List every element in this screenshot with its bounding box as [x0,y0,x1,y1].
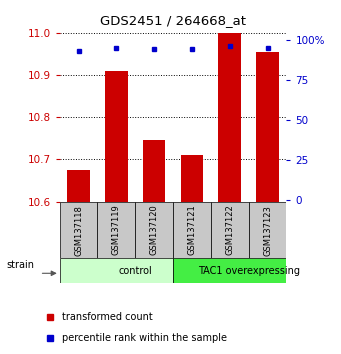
Text: GSM137119: GSM137119 [112,205,121,256]
Bar [249,202,286,258]
Title: GDS2451 / 264668_at: GDS2451 / 264668_at [100,14,246,27]
Text: GSM137118: GSM137118 [74,205,83,256]
Text: GSM137120: GSM137120 [150,205,159,256]
Bar [98,202,135,258]
Bar [256,52,279,202]
Bar [173,202,211,258]
Text: TAC1 overexpressing: TAC1 overexpressing [198,266,300,276]
Bar [60,258,173,283]
Bar [105,71,128,202]
Bar [67,170,90,202]
Bar [60,202,98,258]
Bar [211,202,249,258]
Text: control: control [118,266,152,276]
Bar [219,33,241,202]
Bar [181,155,203,202]
Bar [143,141,165,202]
Text: GSM137121: GSM137121 [188,205,196,256]
Bar [173,258,286,283]
Text: GSM137123: GSM137123 [263,205,272,256]
Bar [135,202,173,258]
Text: transformed count: transformed count [62,312,153,322]
Text: percentile rank within the sample: percentile rank within the sample [62,332,227,343]
Text: GSM137122: GSM137122 [225,205,234,256]
Text: strain: strain [7,261,35,270]
